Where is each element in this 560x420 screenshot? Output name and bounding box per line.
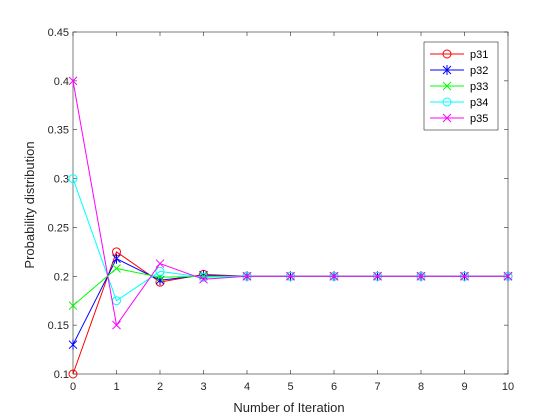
- data-point-p35: [68, 76, 78, 86]
- legend-label-p34: p34: [470, 97, 488, 109]
- x-tick-label: 6: [331, 381, 337, 393]
- data-point-p35: [329, 271, 339, 281]
- plot-area: 0 1 2 3 4 5 6 7 8 9 10 0.1 0.15 0.2 0.25 0.3 0.35 0.4 0.45…: [48, 27, 515, 393]
- legend-label-p33: p33: [470, 81, 488, 93]
- data-point-p34: [155, 266, 165, 276]
- y-tick-label: 0.35: [48, 125, 69, 137]
- legend-marker-p31: [442, 49, 452, 59]
- legend-label-p35: p35: [470, 113, 488, 125]
- data-point-p35: [373, 271, 382, 281]
- x-tick-label: 10: [502, 381, 514, 393]
- y-tick-label: 0.4: [54, 76, 69, 88]
- data-point-p32: [68, 339, 78, 350]
- y-tick-label: 0.25: [48, 222, 69, 234]
- x-tick-label: 4: [244, 381, 250, 393]
- legend-marker-p34: [442, 97, 452, 107]
- x-tick-label: 9: [461, 381, 467, 393]
- data-point-p34: [68, 174, 78, 184]
- x-axis-label: Number of Iteration: [233, 400, 344, 415]
- y-tick-label: 0.2: [54, 271, 69, 283]
- y-tick-label: 0.3: [54, 174, 69, 186]
- data-point-p35: [199, 274, 208, 284]
- data-point-p35: [242, 271, 252, 281]
- series-p35: [68, 76, 513, 330]
- legend-marker-p35: [442, 113, 452, 123]
- x-tick-label: 0: [70, 381, 76, 393]
- x-tick-label: 1: [113, 381, 119, 393]
- y-axis-label: Probability distribution: [22, 141, 37, 268]
- data-point-p35: [503, 271, 513, 281]
- x-tick-label: 7: [374, 381, 380, 393]
- data-point-p35: [416, 271, 426, 281]
- legend-label-p31: p31: [470, 49, 488, 61]
- legend-marker-p32: [442, 65, 452, 75]
- data-point-p35: [286, 271, 295, 281]
- y-tick-label: 0.45: [48, 27, 69, 39]
- legend-marker-p33: [442, 81, 452, 91]
- legend: p31 p32 p33 p34 p35: [423, 41, 499, 131]
- data-point-p33: [112, 264, 121, 273]
- y-tick-label: 0.1: [54, 369, 69, 381]
- x-tick-label: 2: [157, 381, 163, 393]
- data-point-p35: [155, 259, 165, 268]
- data-point-p31: [68, 369, 78, 379]
- data-point-p33: [68, 301, 78, 310]
- x-tick-label: 8: [418, 381, 424, 393]
- x-tick-label: 3: [200, 381, 206, 393]
- data-point-p35: [112, 320, 121, 330]
- data-point-p32: [112, 253, 121, 264]
- data-point-p35: [460, 271, 469, 281]
- legend-label-p32: p32: [470, 65, 488, 77]
- y-tick-label: 0.15: [48, 320, 69, 332]
- x-tick-label: 5: [287, 381, 293, 393]
